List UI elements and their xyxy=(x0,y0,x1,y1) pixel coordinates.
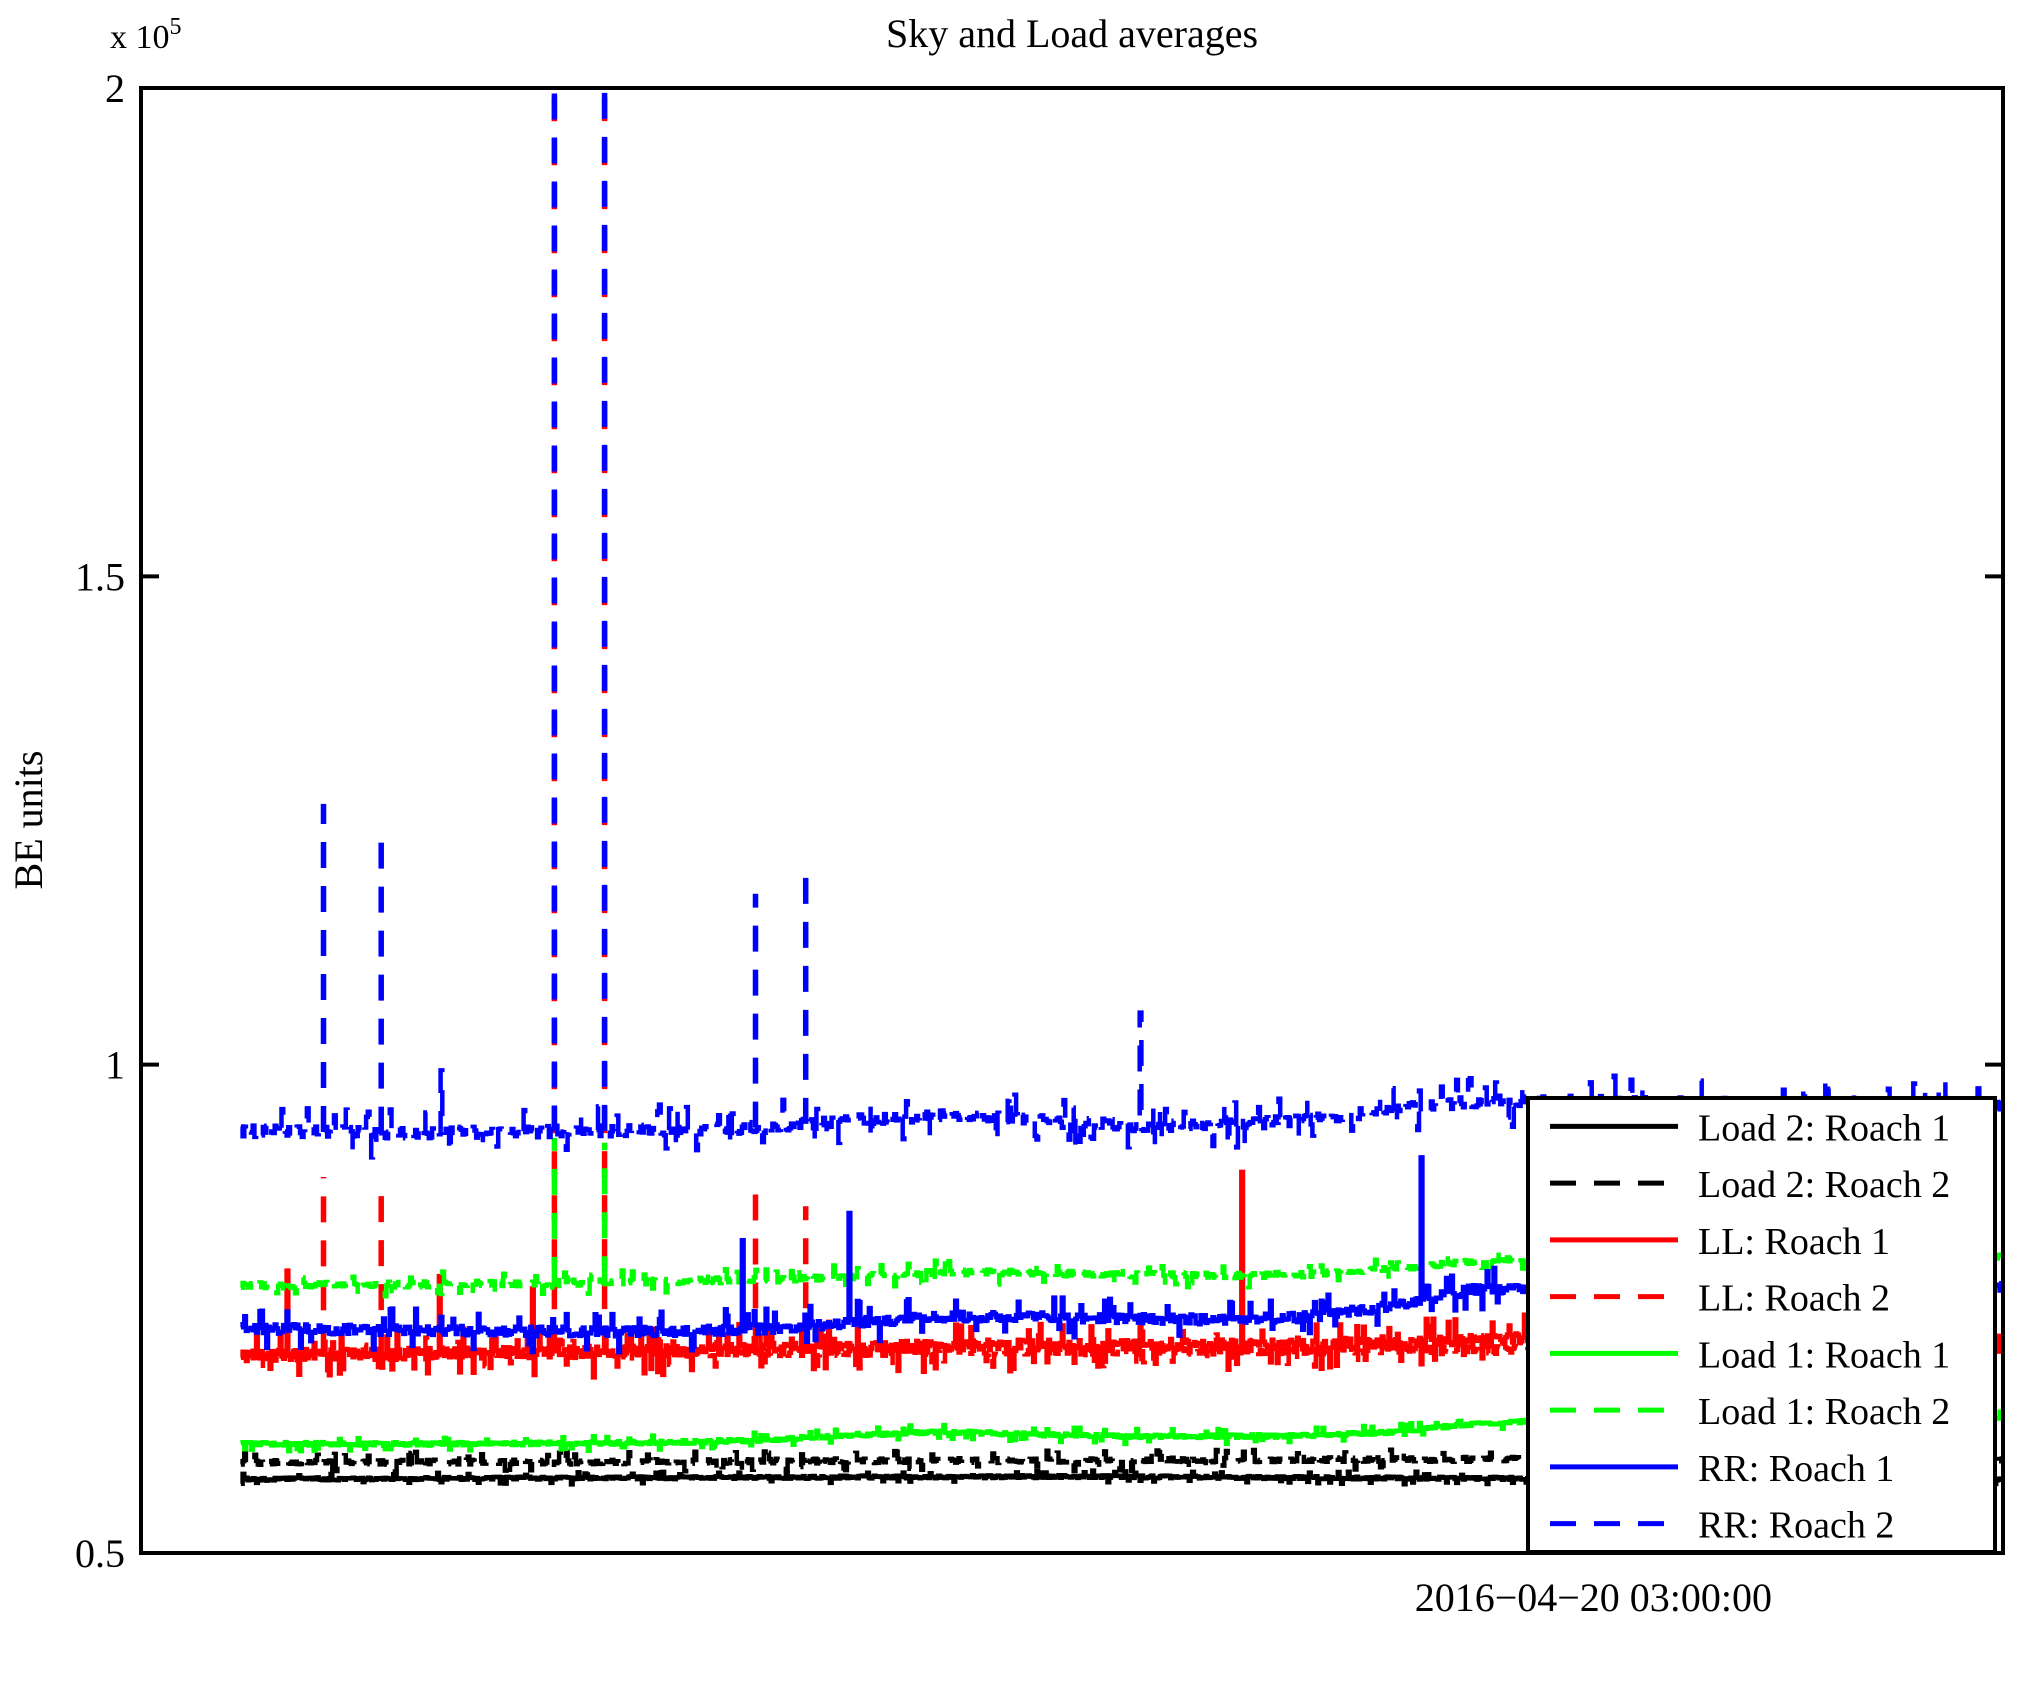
y-exponent-label: x 105 xyxy=(110,14,182,56)
y-tick-label: 0.5 xyxy=(75,1531,125,1576)
legend-items[interactable]: Load 2: Roach 1 Load 2: Roach 2 LL: Roach … xyxy=(1550,1107,1950,1547)
legend-box xyxy=(1526,1096,1997,1554)
y-tick-label: 1.5 xyxy=(75,554,125,599)
x-axis-ticks: 2016−04−20 03:00:00 xyxy=(1415,1535,1772,1620)
legend-label-4[interactable]: LL: Roach 2 xyxy=(1698,1278,1890,1320)
legend-label-5[interactable]: Load 1: Roach 1 xyxy=(1698,1334,1950,1376)
legend-label-1[interactable]: Load 2: Roach 1 xyxy=(1698,1107,1950,1149)
legend-label-8[interactable]: RR: Roach 2 xyxy=(1698,1505,1894,1547)
y-axis-ticks: 2 1.5 1 0.5 xyxy=(75,66,2003,1576)
series-line-6 xyxy=(240,1241,2001,1299)
legend-label-2[interactable]: Load 2: Roach 2 xyxy=(1698,1164,1950,1206)
y-axis-title: BE units xyxy=(6,751,51,890)
legend-label-7[interactable]: RR: Roach 1 xyxy=(1698,1448,1894,1490)
legend[interactable]: Load 2: Roach 1 Load 2: Roach 2 LL: Roach … xyxy=(1526,1096,1997,1554)
legend-label-6[interactable]: Load 1: Roach 2 xyxy=(1698,1391,1950,1433)
x-tick-label: 2016−04−20 03:00:00 xyxy=(1415,1575,1772,1620)
figure-title: Sky and Load averages xyxy=(886,11,1258,56)
axes-frame xyxy=(139,86,2005,1555)
y-tick-label: 2 xyxy=(105,66,125,111)
y-tick-label: 1 xyxy=(105,1043,125,1088)
legend-label-3[interactable]: LL: Roach 1 xyxy=(1698,1221,1890,1263)
